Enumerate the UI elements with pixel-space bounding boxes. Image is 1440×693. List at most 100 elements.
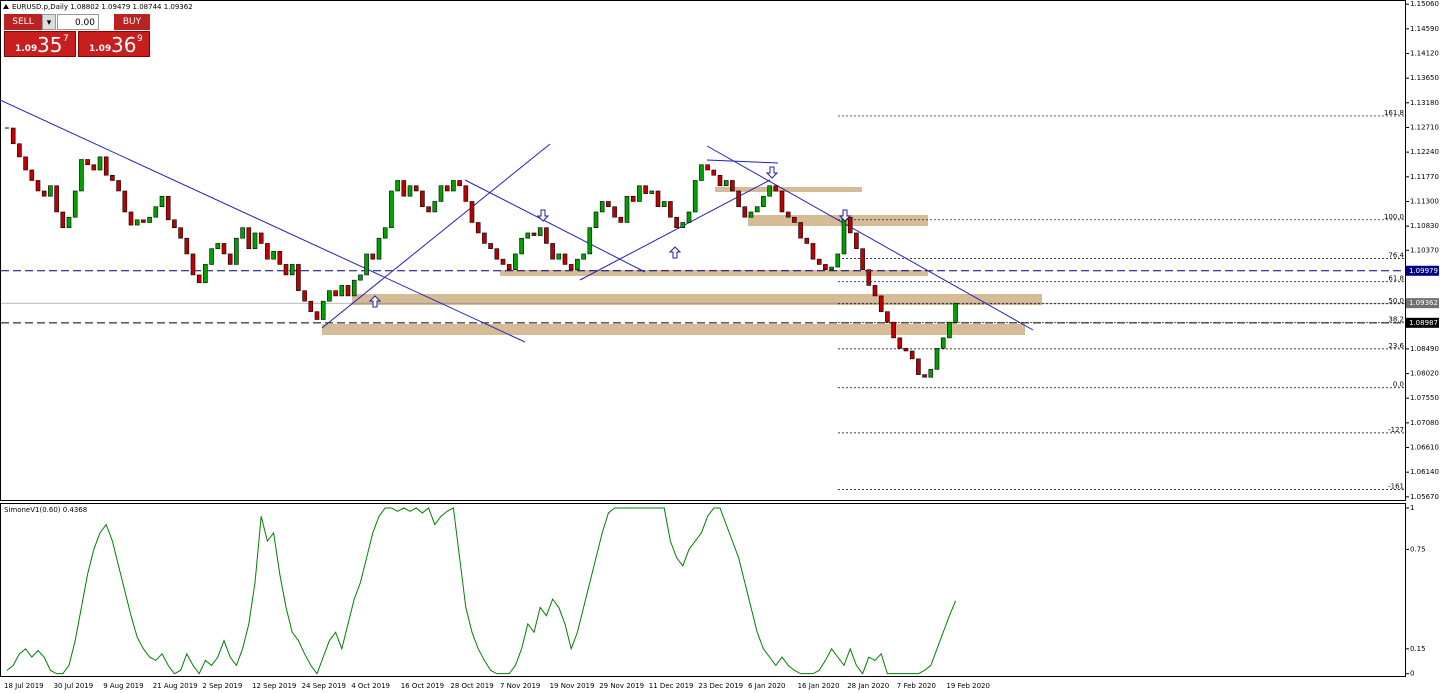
candle [748,211,754,218]
price-badge [1406,265,1439,276]
candle [103,156,109,176]
candle [147,216,152,223]
candle [730,180,735,192]
candle [835,253,841,268]
candle [903,348,909,352]
candle [761,195,766,208]
candle [860,248,865,270]
candle [91,164,97,171]
candle [785,211,791,218]
candle [426,206,431,213]
candle [196,274,202,284]
candle [382,227,388,239]
candle [891,321,896,339]
fib-label: 76.4 [1388,252,1404,260]
candle [841,216,847,255]
trendline [0,99,526,343]
candle [736,190,741,208]
candle [593,211,599,229]
buy-button[interactable]: BUY [114,14,150,30]
candle [209,248,214,265]
candle [110,174,115,181]
y-tick-label: 1.07080 [1410,419,1439,427]
candle [339,285,345,297]
zone [715,187,862,192]
lots-input[interactable]: 0.00 [57,14,99,30]
zone [322,324,1025,335]
candle [265,243,270,260]
candle [203,264,208,284]
candle [438,185,444,202]
x-tick-label: 19 Nov 2019 [550,682,595,690]
candle [934,348,940,370]
candle [637,185,642,202]
candle [252,232,258,249]
sell-button[interactable]: SELL [4,14,42,30]
candle [358,274,363,281]
candle [872,285,878,297]
candle [606,201,611,208]
candle [122,190,128,213]
y-tick-label: 1.11300 [1410,197,1439,205]
candle [668,201,673,218]
candle [48,185,53,197]
y-tick-label: 1.13180 [1410,99,1439,107]
candle [79,159,84,192]
y-tick-label: 1.08020 [1410,370,1439,378]
candle [128,211,134,226]
zone [500,270,928,276]
candle [599,201,605,213]
candle [630,195,636,202]
candle [215,243,221,249]
candle [413,185,419,192]
y-tick-label: 1.10370 [1410,246,1439,254]
trendline [706,145,1034,331]
trendline [706,159,779,164]
y-tick-label: 1.10830 [1410,222,1439,230]
candle [221,243,227,255]
x-tick-label: 7 Nov 2019 [500,682,540,690]
candle [612,206,617,218]
candle [854,232,859,249]
candle [537,227,543,236]
candle [643,185,648,194]
candle [141,219,146,223]
candle [364,253,369,276]
candle [674,216,679,229]
sell-price[interactable]: 1.09 35 7 [4,31,76,57]
indicator-pane [0,503,1406,677]
candle [810,243,816,260]
price-badge-label: 1.09979 [1409,267,1438,275]
candle [178,227,183,239]
x-tick-label: 2 Sep 2019 [202,682,242,690]
candle [463,185,469,202]
candle [692,180,698,213]
candle [661,201,667,208]
candle [72,190,78,218]
candle [432,201,438,213]
buy-price[interactable]: 1.09 36 9 [78,31,150,57]
arrows [368,166,852,308]
candle [308,300,314,312]
candle [320,300,326,320]
candle [847,216,853,234]
candle [940,337,946,349]
candle [401,180,407,197]
candle [85,159,90,166]
x-tick-label: 24 Sep 2019 [302,682,346,690]
candle [41,190,47,197]
x-tick-label: 23 Dec 2019 [698,682,743,690]
trendline [321,143,551,329]
candle [624,195,630,223]
fib-label: 61.8 [1388,275,1404,283]
arrow-up [368,295,382,308]
fib-label: 50.0 [1388,297,1404,305]
candle [134,219,140,226]
candle [35,180,41,192]
arrow-down [765,166,779,179]
y-tick-label: 1.15060 [1410,0,1439,8]
x-tick-label: 21 Aug 2019 [153,682,198,690]
candle [190,253,196,276]
lots-dropdown[interactable]: ▾ [42,14,56,30]
x-tick-label: 28 Jan 2020 [847,682,889,690]
